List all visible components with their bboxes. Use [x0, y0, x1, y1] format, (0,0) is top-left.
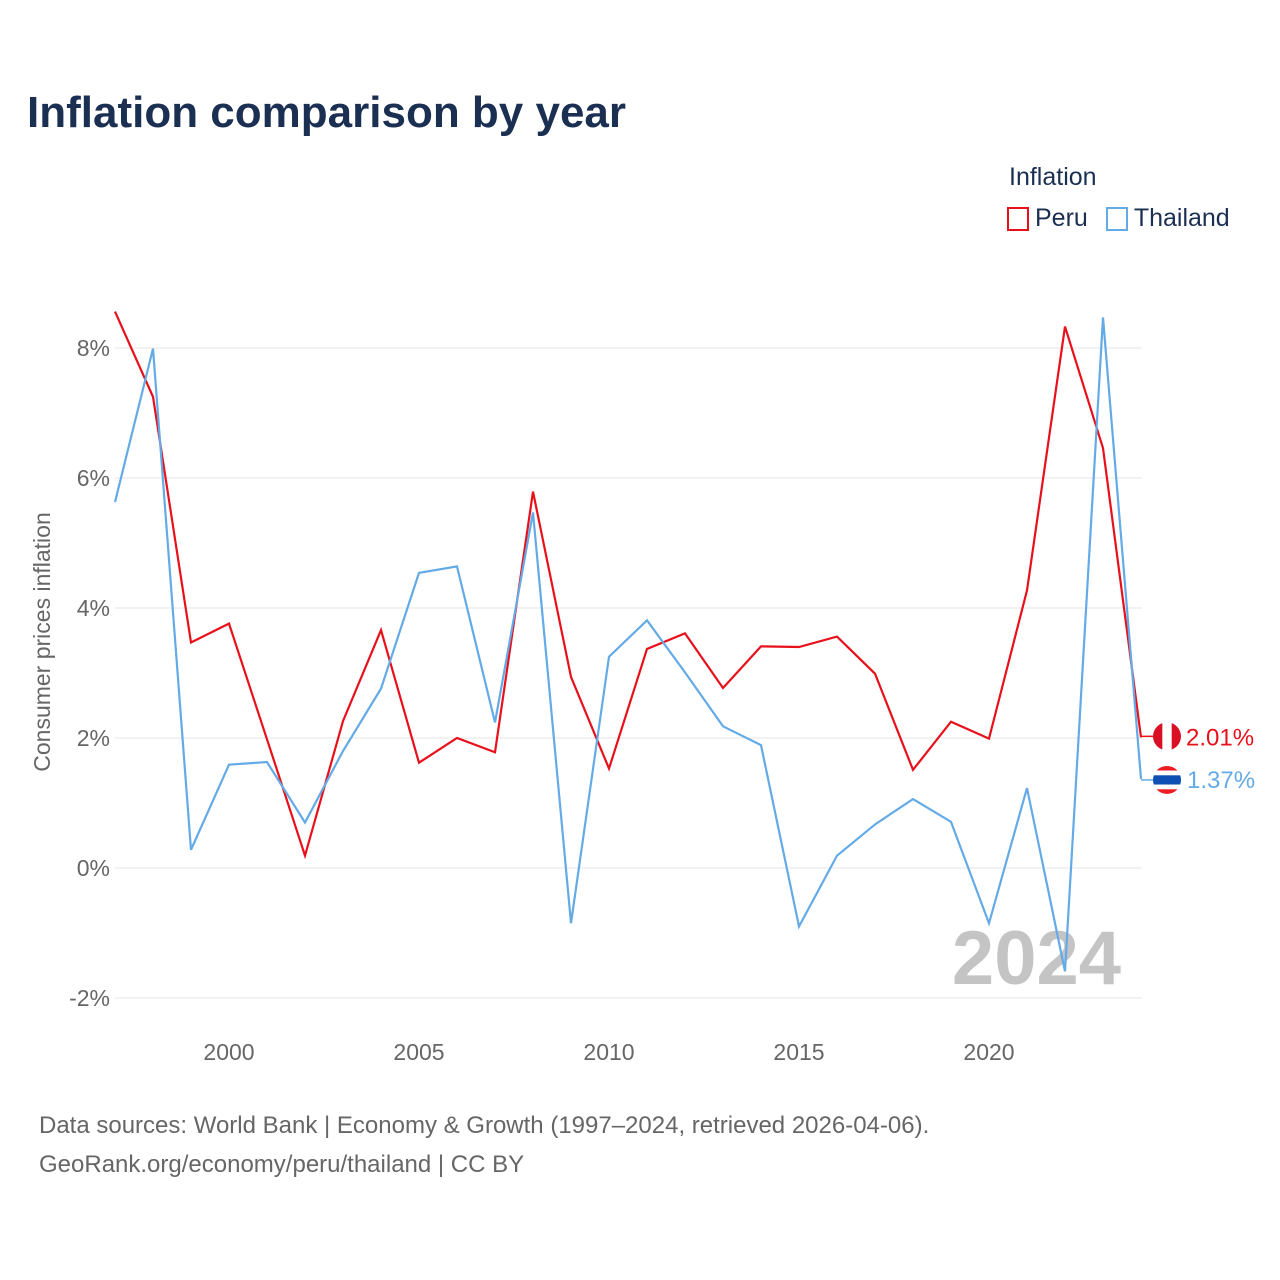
end-label-peru: 2.01%	[1186, 724, 1254, 751]
peru-flag-icon	[1153, 722, 1181, 751]
y-tick-label: 2%	[77, 725, 110, 751]
x-tick-label: 2010	[583, 1039, 634, 1065]
y-axis-ticks: -2% 0% 2% 4% 6% 8%	[69, 335, 110, 1011]
series-line-peru	[113, 311, 1143, 860]
x-tick-label: 2000	[203, 1039, 254, 1065]
series-lines	[113, 311, 1153, 972]
grid-lines	[115, 347, 1142, 999]
page-title: Inflation comparison by year	[27, 88, 627, 137]
thailand-flag-icon	[1153, 765, 1181, 794]
series-line-thailand	[113, 317, 1143, 972]
footer-credit: GeoRank.org/economy/peru/thailand | CC B…	[39, 1151, 525, 1178]
x-tick-label: 2020	[963, 1039, 1014, 1065]
y-tick-label: 4%	[77, 595, 110, 621]
y-tick-label: -2%	[69, 985, 110, 1011]
end-label-thailand: 1.37%	[1187, 767, 1255, 794]
x-tick-label: 2015	[773, 1039, 824, 1065]
legend: Peru Thailand	[1007, 204, 1230, 233]
x-tick-label: 2005	[393, 1039, 444, 1065]
legend-item-peru[interactable]: Peru	[1007, 204, 1088, 233]
y-axis-label: Consumer prices inflation	[29, 512, 55, 772]
year-watermark: 2024	[952, 916, 1121, 1001]
x-axis-ticks: 2000 2005 2010 2015 2020	[203, 1039, 1014, 1065]
y-tick-label: 8%	[77, 335, 110, 361]
legend-swatch-thailand	[1105, 206, 1128, 231]
legend-label-peru: Peru	[1035, 204, 1088, 232]
legend-item-thailand[interactable]: Thailand	[1105, 204, 1230, 233]
legend-label-thailand: Thailand	[1133, 204, 1230, 232]
legend-swatch-peru	[1007, 206, 1029, 231]
footer-source: Data sources: World Bank | Economy & Gro…	[39, 1112, 930, 1139]
end-markers	[1153, 722, 1181, 794]
y-tick-label: 0%	[77, 855, 110, 881]
y-tick-label: 6%	[77, 465, 110, 491]
legend-title: Inflation	[1009, 163, 1097, 191]
footer: Data sources: World Bank | Economy & Gro…	[39, 1106, 929, 1184]
